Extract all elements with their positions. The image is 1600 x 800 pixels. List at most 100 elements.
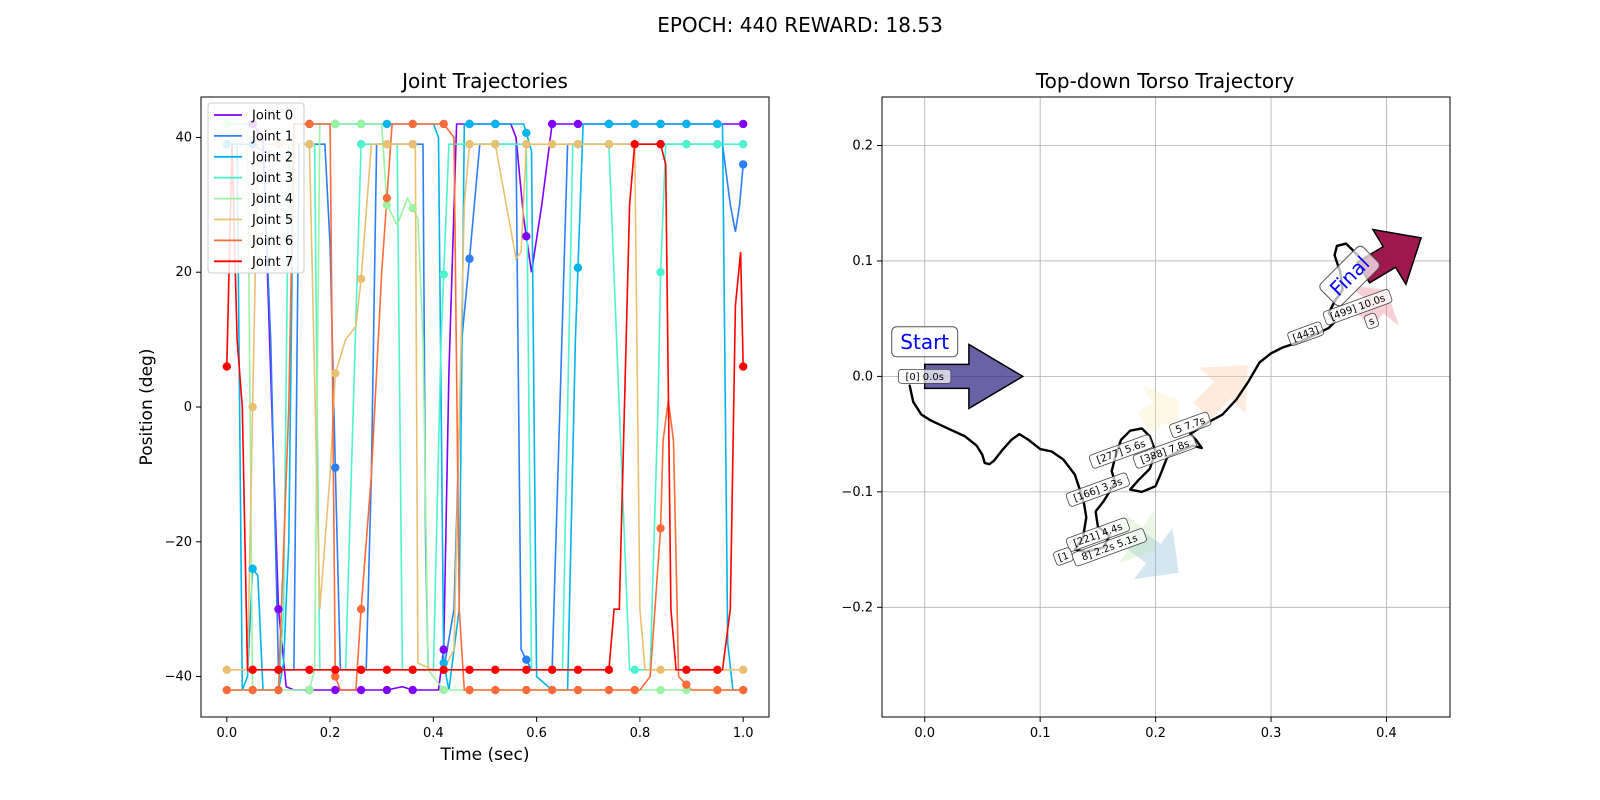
marker-joint-6 bbox=[305, 119, 314, 129]
left-y-axis-label: Position (deg) bbox=[137, 349, 157, 466]
annotation-text: s bbox=[1368, 316, 1377, 328]
x-tick-label: 0.4 bbox=[423, 726, 444, 741]
legend-label: Joint 0 bbox=[251, 109, 293, 124]
marker-joint-0 bbox=[331, 685, 340, 695]
heading-arrow-3 bbox=[1137, 385, 1179, 439]
marker-joint-0 bbox=[573, 119, 583, 129]
marker-joint-6 bbox=[248, 685, 257, 695]
x-tick-label: 1.0 bbox=[733, 726, 754, 741]
marker-joint-1 bbox=[738, 160, 748, 169]
legend-label: Joint 3 bbox=[251, 171, 293, 186]
marker-joint-7 bbox=[713, 665, 722, 675]
x-tick-label: 0.0 bbox=[216, 726, 237, 741]
start-label-box bbox=[891, 326, 959, 358]
annotation-box bbox=[1065, 472, 1130, 507]
marker-joint-7 bbox=[682, 665, 691, 675]
marker-joint-6 bbox=[491, 685, 500, 695]
marker-joint-0 bbox=[408, 685, 417, 695]
marker-joint-6 bbox=[465, 685, 474, 695]
marker-joint-7 bbox=[604, 665, 614, 675]
marker-joint-2 bbox=[522, 128, 531, 138]
right-grid: 0.0 0.1 0.2 0.3 0.4 0.2 0.1 0.0 −0.1 −0.2 bbox=[841, 97, 1450, 741]
marker-joint-6 bbox=[222, 685, 232, 695]
marker-joint-2 bbox=[465, 119, 474, 129]
x-tick-label: 0.2 bbox=[320, 726, 341, 741]
annotation-box bbox=[1088, 434, 1154, 469]
y-tick-label: 0 bbox=[184, 400, 192, 415]
marker-joint-5 bbox=[305, 139, 314, 149]
marker-joint-5 bbox=[604, 139, 614, 149]
y-tick-label: 0.2 bbox=[852, 138, 873, 153]
marker-joint-4 bbox=[305, 685, 314, 695]
marker-joint-7 bbox=[522, 665, 531, 675]
marker-joint-6 bbox=[547, 685, 557, 695]
marker-joint-0 bbox=[274, 604, 283, 614]
annotation-box bbox=[1065, 517, 1130, 552]
marker-joint-4 bbox=[439, 685, 448, 695]
marker-joint-7 bbox=[656, 139, 665, 149]
marker-joint-2 bbox=[248, 564, 257, 573]
marker-joint-0 bbox=[522, 232, 531, 241]
marker-joint-6 bbox=[573, 685, 583, 695]
marker-joint-1 bbox=[331, 463, 340, 472]
marker-joint-6 bbox=[604, 685, 614, 695]
marker-joint-3 bbox=[656, 268, 665, 277]
marker-joint-2 bbox=[382, 119, 392, 129]
legend-label: Joint 4 bbox=[251, 192, 293, 207]
marker-joint-3 bbox=[738, 139, 748, 149]
legend-label: Joint 2 bbox=[251, 150, 293, 165]
marker-joint-5 bbox=[738, 665, 748, 675]
marker-joint-5 bbox=[382, 139, 392, 149]
marker-joint-7 bbox=[331, 665, 340, 675]
legend: Joint 0 Joint 1 Joint 2 Joint 3 Joint 4 Joint… bbox=[207, 102, 305, 274]
marker-joint-6 bbox=[713, 685, 722, 695]
annotation-box bbox=[1071, 528, 1147, 567]
marker-joint-5 bbox=[573, 139, 583, 149]
x-tick-label: 0.3 bbox=[1261, 726, 1282, 741]
marker-joint-4 bbox=[331, 119, 340, 129]
marker-joint-5 bbox=[465, 139, 474, 149]
marker-joint-4 bbox=[356, 119, 366, 129]
marker-joint-0 bbox=[547, 119, 557, 129]
marker-joint-7 bbox=[573, 665, 583, 675]
annotation-box bbox=[1364, 312, 1379, 330]
marker-joint-6 bbox=[356, 604, 366, 614]
annotation-box bbox=[898, 368, 952, 384]
figure-suptitle: EPOCH: 440 REWARD: 18.53 bbox=[657, 13, 943, 37]
x-tick-label: 0.6 bbox=[526, 726, 547, 741]
marker-joint-7 bbox=[491, 665, 500, 675]
joint-markers bbox=[222, 119, 748, 695]
time-annotation: s bbox=[1364, 312, 1379, 330]
annotation-text: [0] 0.0s bbox=[905, 372, 943, 383]
marker-joint-4 bbox=[382, 200, 392, 210]
x-tick-label: 0.8 bbox=[630, 726, 651, 741]
marker-joint-1 bbox=[465, 254, 474, 263]
marker-joint-7 bbox=[738, 362, 748, 371]
y-tick-label: −40 bbox=[165, 670, 192, 685]
marker-joint-3 bbox=[356, 139, 366, 149]
annotation-box bbox=[1287, 321, 1325, 346]
marker-joint-7 bbox=[305, 665, 314, 675]
marker-joint-6 bbox=[738, 685, 748, 695]
legend-label: Joint 1 bbox=[251, 129, 293, 144]
marker-joint-6 bbox=[522, 685, 531, 695]
marker-joint-3 bbox=[713, 139, 722, 149]
marker-joint-6 bbox=[274, 685, 283, 695]
marker-joint-5 bbox=[408, 139, 417, 149]
marker-joint-2 bbox=[630, 119, 639, 129]
marker-joint-5 bbox=[248, 402, 257, 412]
legend-label: Joint 7 bbox=[251, 255, 293, 270]
marker-joint-7 bbox=[439, 665, 448, 675]
marker-joint-0 bbox=[382, 685, 392, 695]
marker-joint-6 bbox=[439, 119, 448, 129]
marker-joint-0 bbox=[738, 119, 748, 129]
marker-joint-7 bbox=[630, 139, 639, 149]
marker-joint-5 bbox=[331, 369, 340, 378]
annotation-box bbox=[1322, 289, 1393, 326]
y-tick-label: 20 bbox=[175, 265, 192, 280]
marker-joint-2 bbox=[439, 658, 448, 668]
marker-joint-1 bbox=[522, 655, 531, 664]
marker-joint-7 bbox=[547, 665, 557, 675]
marker-joint-7 bbox=[274, 665, 283, 675]
right-chart-title: Top-down Torso Trajectory bbox=[1035, 69, 1294, 93]
